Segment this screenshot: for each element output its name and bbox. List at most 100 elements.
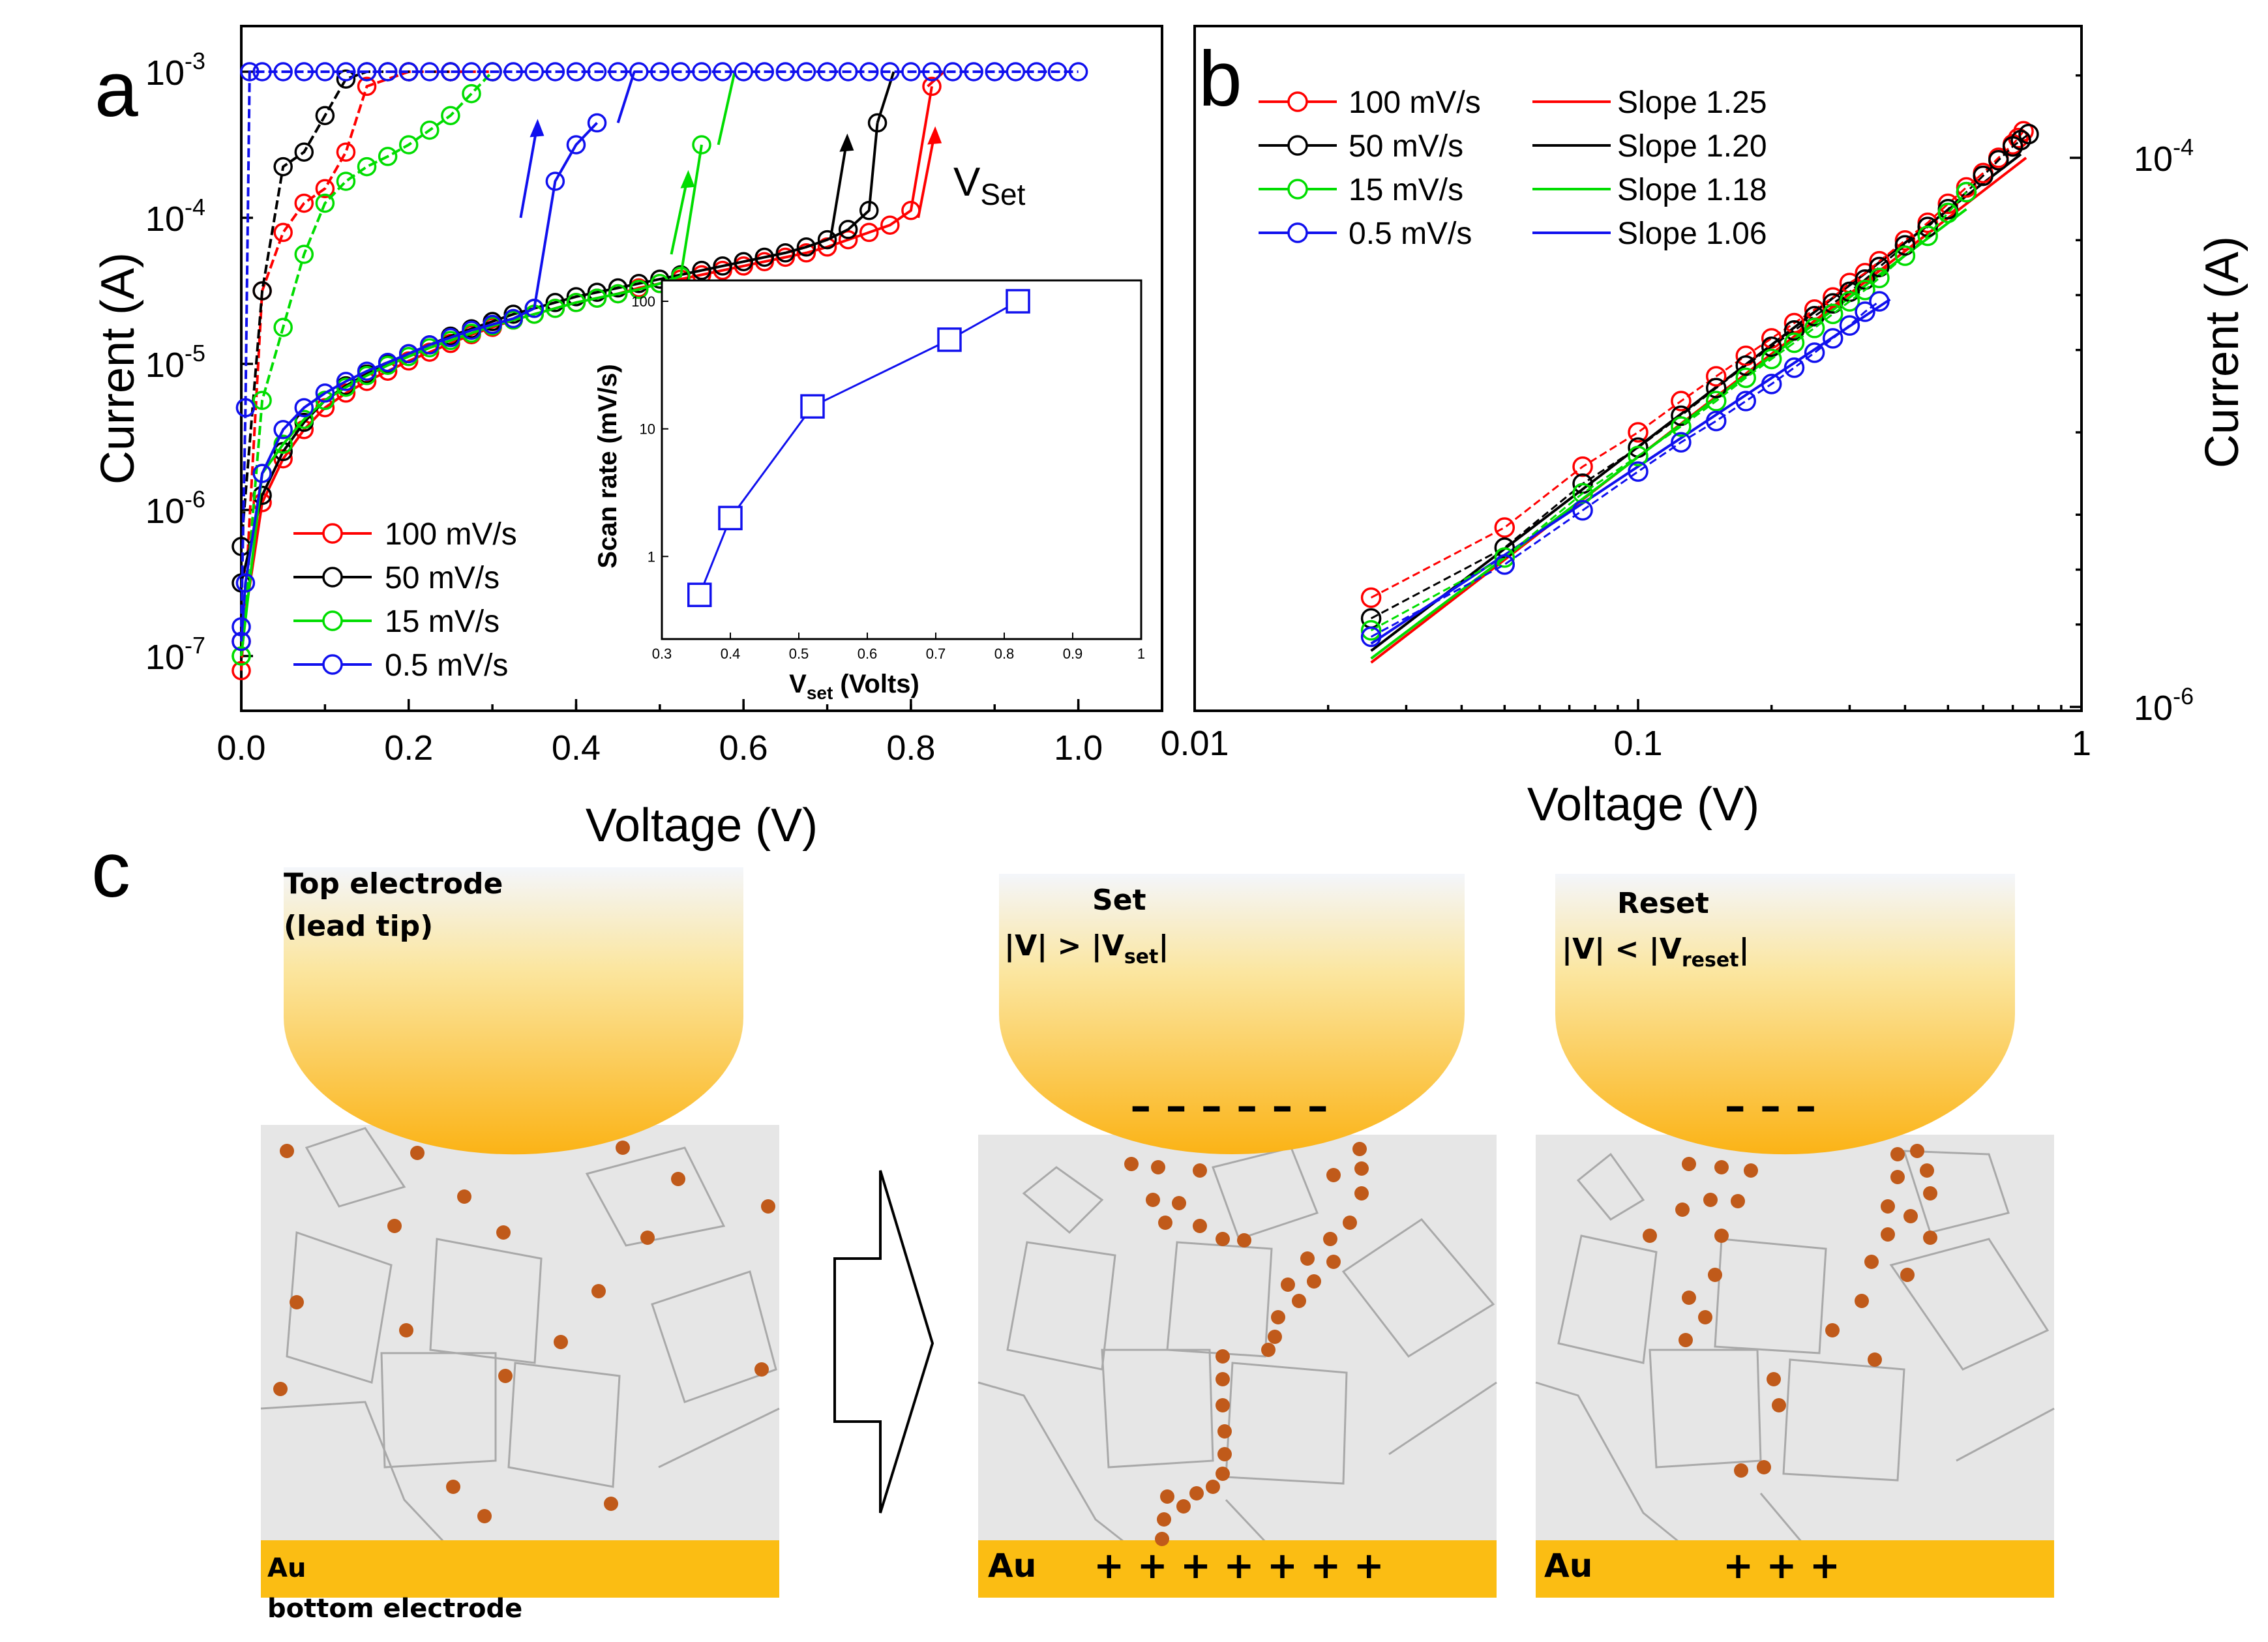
data-point — [235, 398, 256, 417]
data-point — [650, 62, 670, 82]
reset-film — [1536, 1135, 2054, 1555]
x-tick-label: 1.0 — [1054, 728, 1103, 768]
data-point — [273, 434, 293, 454]
data-point — [294, 142, 314, 162]
data-point — [336, 62, 356, 82]
reset-negative-charges: – – – — [1725, 1082, 1817, 1131]
data-point — [1783, 357, 1805, 378]
data-point — [1494, 554, 1515, 575]
data-point — [294, 193, 314, 213]
data-point — [817, 230, 837, 250]
data-point — [1494, 547, 1515, 568]
left-ions — [273, 1141, 775, 1523]
data-point — [1360, 626, 1382, 648]
inset-x-tick-label: 0.9 — [1063, 646, 1083, 662]
set-arrowhead — [927, 126, 942, 145]
set-arrowhead — [530, 119, 545, 138]
inset-point — [937, 327, 962, 352]
data-point — [1822, 328, 1843, 349]
data-point — [1572, 483, 1593, 504]
legend-label: 15 mV/s — [1349, 173, 1463, 207]
data-point — [524, 299, 545, 318]
inset-x-tick-label: 0.5 — [789, 646, 809, 662]
data-point — [566, 135, 586, 155]
series-line — [240, 70, 1079, 627]
data-point — [545, 293, 565, 312]
data-point — [1671, 416, 1692, 437]
data-point — [775, 243, 796, 263]
inset-x-tick-label: 0.7 — [926, 646, 946, 662]
panel-b-ticks: 0.01 0.1 1 10-6 10-4 — [1160, 74, 2194, 763]
data-point — [1761, 374, 1782, 395]
data-point — [1855, 263, 1875, 284]
data-point — [294, 245, 314, 264]
inset-point — [1006, 289, 1030, 314]
left-cell: Top electrode (lead tip) Au bottom elect… — [260, 867, 780, 1624]
x-tick-label: 0.1 — [1613, 724, 1662, 763]
data-point — [566, 287, 586, 306]
data-point — [462, 62, 481, 82]
legend-marker — [1287, 179, 1308, 200]
data-point — [754, 62, 775, 82]
data-point — [566, 293, 586, 312]
left-au-electrode — [261, 1540, 779, 1598]
data-point — [231, 661, 251, 681]
data-point — [1937, 202, 1959, 224]
data-point — [273, 62, 293, 82]
data-point — [734, 252, 753, 271]
data-point — [1628, 445, 1649, 467]
data-point — [566, 62, 586, 82]
reset-condition: |V| < |Vreset| — [1562, 933, 1750, 972]
data-point — [524, 62, 545, 82]
legend-marker — [322, 610, 343, 631]
data-point — [1047, 62, 1067, 82]
data-point — [336, 172, 356, 191]
data-point — [240, 62, 260, 82]
data-point — [357, 157, 377, 177]
left-grains — [260, 1127, 780, 1557]
data-point — [838, 230, 858, 250]
data-point — [796, 237, 816, 257]
data-point — [1956, 181, 1977, 203]
data-point — [1705, 366, 1727, 387]
data-point — [503, 308, 523, 329]
data-point — [775, 62, 796, 82]
x-tick-label: 0.2 — [384, 728, 433, 768]
panel-a-ticks: 0.0 0.2 0.4 0.6 0.8 1.0 10-7 10-6 10-5 10-4 10-3 — [145, 48, 1103, 768]
data-point — [608, 62, 628, 82]
set-ion-filaments — [1124, 1142, 1369, 1546]
series-line — [240, 70, 494, 657]
data-point — [1855, 301, 1875, 322]
data-point — [357, 76, 377, 97]
data-point — [587, 282, 607, 302]
process-arrow — [833, 1170, 934, 1514]
y-tick-label: 10-4 — [145, 194, 205, 239]
inset-ticks: 0.3 0.4 0.5 0.6 0.7 0.8 0.9 1 1 10 100 — [631, 293, 1145, 662]
data-point — [1360, 587, 1382, 608]
left-bottom-label: bottom electrode — [267, 1594, 522, 1624]
data-point — [1494, 517, 1515, 538]
data-point — [1783, 312, 1805, 334]
data-point — [420, 62, 440, 82]
set-grains — [977, 1146, 1497, 1557]
x-tick-label: 0.01 — [1160, 724, 1229, 763]
data-point — [336, 142, 356, 162]
reset-top-electrode — [1555, 874, 2015, 1155]
data-point — [1360, 619, 1382, 641]
data-point — [1628, 461, 1649, 482]
data-point — [922, 76, 942, 97]
data-point — [2018, 123, 2039, 145]
data-point — [1894, 235, 1916, 256]
data-point — [315, 106, 335, 125]
reset-positive-charges: + + + — [1723, 1545, 1840, 1587]
data-point — [1869, 250, 1890, 272]
data-point — [441, 327, 460, 348]
data-point — [867, 113, 888, 133]
data-point — [1917, 225, 1938, 246]
legend-marker — [322, 654, 343, 675]
data-point — [1822, 303, 1843, 325]
data-point — [231, 646, 251, 666]
data-point — [315, 62, 335, 82]
data-point — [1988, 149, 2009, 171]
